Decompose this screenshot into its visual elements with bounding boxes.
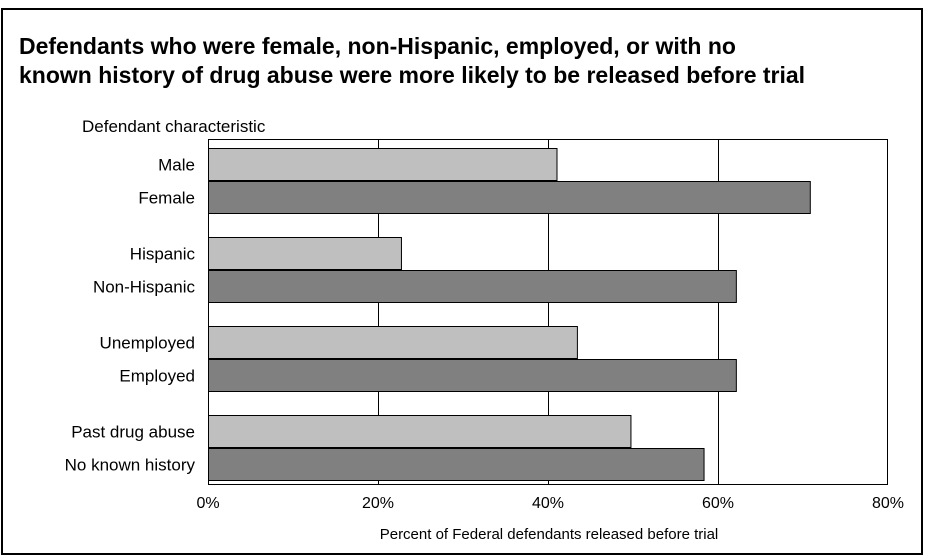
category-label: Hispanic [130,245,196,264]
x-axis-tick-labels: 0% 20% 40% 60% 80% [196,495,904,512]
bar [208,359,737,392]
category-axis-title: Defendant characteristic [82,117,266,136]
chart-title-line-2: known history of drug abuse were more li… [19,62,806,88]
plot-area-border [208,139,888,485]
bar [208,415,632,448]
category-label: Male [158,156,195,175]
x-tick-label: 80% [872,495,904,512]
bar [208,326,578,359]
x-tick-label: 0% [196,495,219,512]
category-label: Non-Hispanic [93,278,196,297]
bar [208,448,705,481]
bars [208,148,811,481]
bar [208,148,558,181]
x-tick-label: 20% [362,495,394,512]
x-tick-label: 40% [532,495,564,512]
bar [208,270,737,303]
chart-title-line-1: Defendants who were female, non-Hispanic… [19,33,736,59]
bar [208,237,402,270]
chart-title: Defendants who were female, non-Hispanic… [19,32,919,90]
category-label: Female [138,189,195,208]
category-labels: Male Female Hispanic Non-Hispanic Unemployed… [65,156,196,475]
category-label: Unemployed [100,334,195,353]
category-label: Past drug abuse [71,423,195,442]
category-label: Employed [119,367,195,386]
bar [208,181,811,214]
category-label: No known history [65,456,196,475]
x-axis-title: Percent of Federal defendants released b… [380,526,719,543]
x-tick-label: 60% [702,495,734,512]
